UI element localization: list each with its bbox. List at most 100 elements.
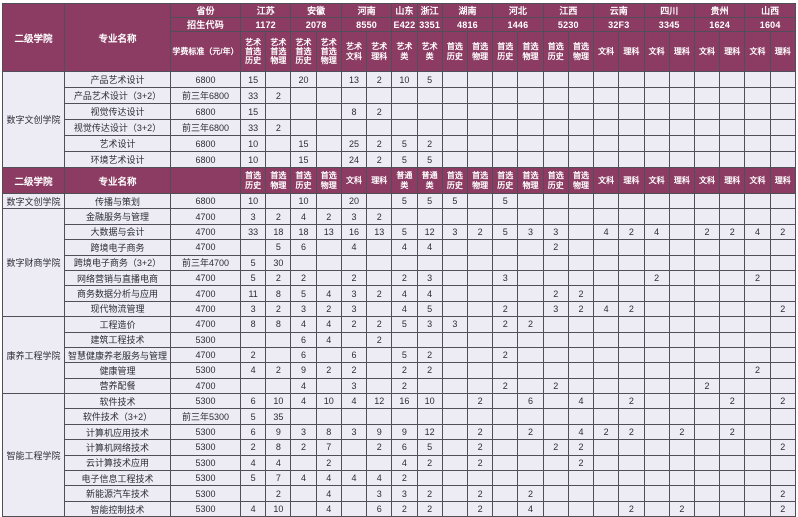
subject-cell: 文科 — [643, 31, 670, 72]
value-cell: 2 — [567, 300, 595, 318]
province-cell: 山西 — [744, 3, 796, 18]
code-label-cell: 招生代码 — [170, 17, 241, 32]
value-cell: 4 — [290, 377, 317, 395]
value-cell: 6 — [239, 393, 267, 410]
value-cell: 2 — [769, 485, 797, 502]
value-cell — [290, 103, 317, 120]
value-cell — [441, 454, 468, 472]
major-cell: 现代物流管理 — [64, 300, 171, 318]
value-cell — [668, 135, 695, 152]
value-cell — [744, 71, 771, 88]
value-cell: 15 — [239, 71, 267, 88]
table-row: 产品艺术设计（3+2） 前三年6800 33 2 — [3, 87, 797, 104]
value-cell — [567, 377, 595, 395]
province-row: 二级学院 专业名称 省份 江苏 安徽 河南 山东 浙江 湖南 河北 江西 云南 四川 贵州 山西 — [2, 3, 796, 72]
mid-header-row: 二级学院 专业名称 首选 历史 首选 物理 首选 历史 首选 物理 文科 理科 普通 类普通 类… — [2, 167, 797, 194]
value-cell — [643, 300, 670, 318]
value-cell — [466, 254, 494, 271]
value-cell — [492, 208, 519, 225]
value-cell — [618, 346, 645, 364]
value-cell: 9 — [391, 423, 418, 441]
value-cell: 10 — [239, 192, 267, 210]
value-cell — [441, 151, 468, 168]
value-cell: 4 — [391, 300, 418, 318]
province-cell: 浙江 — [416, 3, 443, 18]
value-cell — [744, 254, 771, 271]
value-cell — [744, 439, 771, 456]
subject-cell: 艺术 首选 物理 — [265, 31, 292, 72]
code-cell: 3345 — [643, 17, 695, 32]
value-cell — [416, 208, 443, 225]
value-cell: 5 — [416, 151, 443, 168]
value-cell — [265, 151, 292, 168]
value-cell — [441, 470, 468, 487]
value-cell — [517, 208, 544, 225]
subject-cell: 首选 物理 — [265, 167, 292, 194]
fee-cell: 5300 — [170, 423, 241, 441]
fee-cell: 6800 — [170, 135, 241, 152]
value-cell — [492, 423, 519, 441]
value-cell: 3 — [492, 269, 519, 287]
value-cell — [618, 103, 645, 120]
value-cell: 12 — [366, 393, 393, 410]
value-cell — [693, 208, 721, 225]
value-cell — [517, 87, 544, 104]
value-cell — [567, 87, 595, 104]
value-cell: 4 — [593, 300, 620, 318]
value-cell — [769, 362, 797, 379]
value-cell — [618, 470, 645, 487]
value-cell — [542, 393, 569, 410]
value-cell — [668, 239, 695, 256]
value-cell: 4 — [517, 500, 544, 517]
subject-cell: 首选 历史 — [239, 167, 267, 194]
value-cell: 10 — [416, 393, 443, 410]
value-cell — [466, 119, 494, 136]
value-cell — [593, 346, 620, 364]
value-cell: 4 — [416, 239, 443, 256]
value-cell: 8 — [340, 103, 368, 120]
value-cell: 8 — [265, 285, 292, 302]
value-cell — [719, 87, 746, 104]
value-cell — [441, 208, 468, 225]
table-row: 商务数据分析与应用 4700 11 8 5 4 3 2 4 4 2 2 — [3, 285, 797, 302]
subject-cell: 首选 物理 — [315, 167, 342, 194]
value-cell — [668, 87, 695, 104]
value-cell: 6 — [366, 500, 393, 517]
value-cell — [366, 300, 393, 318]
value-cell: 5 — [391, 151, 418, 168]
subject-cell: 艺术 首选 历史 — [239, 31, 267, 72]
value-cell — [693, 470, 721, 487]
value-cell — [618, 208, 645, 225]
value-cell: 16 — [391, 393, 418, 410]
college-cell: 智能工程学院 — [2, 393, 65, 517]
major-cell: 营养配餐 — [64, 377, 171, 395]
value-cell — [366, 239, 393, 256]
fee-cell: 5300 — [170, 439, 241, 456]
value-cell — [618, 192, 645, 210]
value-cell: 13 — [315, 223, 342, 241]
table-row: 数字文创学院 传播与策划 6800 10 10 20 5 5 5 5 — [2, 192, 797, 210]
value-cell: 15 — [290, 135, 317, 152]
college-cell: 康养工程学院 — [2, 316, 65, 395]
value-cell: 6 — [239, 423, 267, 441]
fee-cell: 5300 — [170, 454, 241, 472]
value-cell: 2 — [492, 346, 519, 364]
value-cell — [340, 408, 368, 425]
value-cell — [466, 300, 494, 318]
value-cell — [593, 500, 620, 517]
value-cell: 4 — [391, 454, 418, 472]
province-cell: 河北 — [492, 3, 544, 18]
value-cell — [492, 439, 519, 456]
value-cell — [719, 285, 746, 302]
value-cell: 30 — [265, 254, 292, 271]
value-cell — [744, 208, 771, 225]
value-cell — [466, 87, 494, 104]
value-cell — [744, 470, 771, 487]
table-row: 跨境电子商务 4700 5 6 4 4 4 2 — [3, 239, 797, 256]
value-cell — [466, 470, 494, 487]
value-cell — [517, 254, 544, 271]
province-cell: 河南 — [340, 3, 393, 18]
value-cell: 2 — [391, 470, 418, 487]
value-cell: 24 — [340, 151, 368, 168]
value-cell — [315, 377, 342, 395]
